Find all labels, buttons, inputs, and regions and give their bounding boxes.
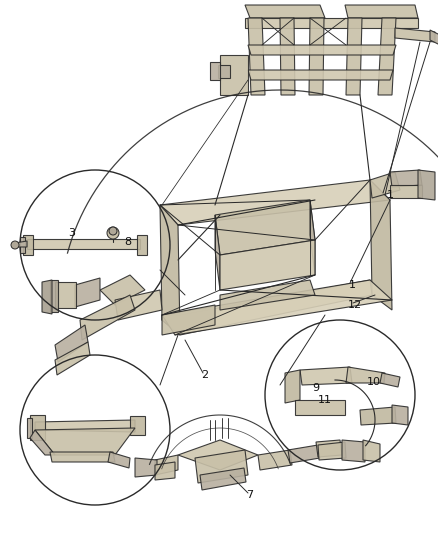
Polygon shape: [346, 367, 385, 383]
Polygon shape: [370, 172, 400, 198]
Polygon shape: [418, 170, 435, 200]
Polygon shape: [248, 18, 265, 95]
Polygon shape: [20, 237, 25, 253]
Polygon shape: [30, 415, 45, 440]
Polygon shape: [258, 450, 292, 470]
Circle shape: [109, 227, 117, 235]
Polygon shape: [248, 45, 396, 55]
Polygon shape: [210, 62, 220, 80]
Text: 1: 1: [386, 190, 393, 200]
Polygon shape: [390, 185, 422, 198]
Polygon shape: [310, 200, 315, 275]
Circle shape: [11, 241, 19, 249]
Polygon shape: [285, 370, 300, 403]
Polygon shape: [135, 458, 157, 477]
Text: 2: 2: [201, 370, 208, 380]
Polygon shape: [395, 28, 435, 42]
Polygon shape: [160, 180, 390, 225]
Polygon shape: [220, 55, 248, 95]
Text: 7: 7: [247, 490, 254, 500]
Polygon shape: [55, 325, 88, 362]
Polygon shape: [295, 400, 345, 415]
Polygon shape: [360, 407, 396, 425]
Polygon shape: [288, 445, 320, 463]
Text: 10: 10: [367, 377, 381, 387]
Polygon shape: [35, 428, 135, 455]
Polygon shape: [390, 170, 422, 187]
Polygon shape: [30, 430, 55, 455]
Polygon shape: [162, 280, 372, 335]
Polygon shape: [215, 200, 315, 255]
Polygon shape: [280, 18, 295, 95]
Polygon shape: [363, 440, 380, 462]
Text: 12: 12: [348, 300, 362, 310]
Polygon shape: [42, 280, 52, 314]
Polygon shape: [162, 305, 215, 335]
Text: 8: 8: [124, 237, 131, 247]
Polygon shape: [380, 373, 400, 387]
Polygon shape: [342, 440, 365, 462]
Polygon shape: [115, 290, 162, 320]
Polygon shape: [248, 70, 393, 80]
Polygon shape: [200, 468, 246, 490]
Polygon shape: [27, 418, 32, 438]
Polygon shape: [23, 235, 33, 255]
Polygon shape: [392, 405, 408, 425]
Polygon shape: [245, 5, 325, 18]
Polygon shape: [155, 455, 178, 475]
Polygon shape: [108, 452, 130, 468]
Polygon shape: [346, 18, 362, 95]
Polygon shape: [160, 205, 180, 335]
Polygon shape: [195, 450, 248, 483]
Polygon shape: [155, 462, 175, 480]
Polygon shape: [100, 275, 145, 305]
Polygon shape: [345, 5, 418, 18]
Polygon shape: [137, 235, 147, 255]
Polygon shape: [309, 18, 324, 95]
Polygon shape: [378, 18, 396, 95]
Text: 9: 9: [312, 383, 320, 393]
Polygon shape: [130, 416, 145, 435]
Polygon shape: [220, 240, 315, 290]
Polygon shape: [35, 420, 135, 432]
Polygon shape: [430, 30, 438, 45]
Polygon shape: [15, 241, 27, 247]
Polygon shape: [245, 18, 418, 28]
Polygon shape: [27, 239, 140, 249]
Polygon shape: [80, 295, 135, 340]
Polygon shape: [75, 278, 100, 307]
Text: 3: 3: [68, 228, 75, 238]
Polygon shape: [178, 440, 258, 470]
Polygon shape: [318, 442, 346, 460]
Text: 1: 1: [349, 280, 356, 290]
Polygon shape: [218, 65, 230, 78]
Polygon shape: [370, 180, 392, 310]
Polygon shape: [215, 215, 220, 290]
Polygon shape: [162, 280, 392, 335]
Polygon shape: [50, 452, 115, 462]
Text: 11: 11: [318, 395, 332, 405]
Polygon shape: [55, 342, 90, 375]
Polygon shape: [50, 280, 58, 312]
Polygon shape: [220, 280, 315, 310]
Polygon shape: [55, 282, 76, 308]
Circle shape: [107, 227, 119, 239]
Polygon shape: [316, 440, 342, 457]
Polygon shape: [300, 367, 352, 385]
